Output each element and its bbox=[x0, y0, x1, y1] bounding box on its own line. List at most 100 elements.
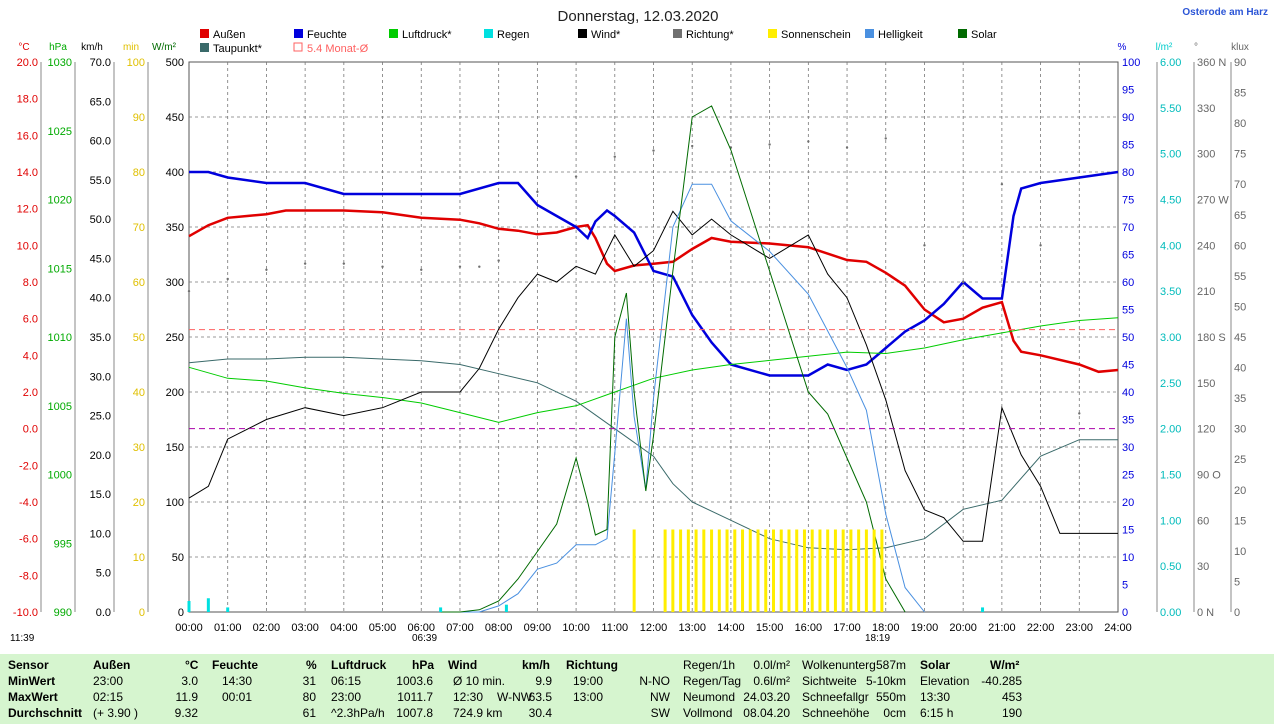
series-sonnenschein-bar bbox=[795, 529, 799, 612]
series-richtung-point bbox=[1000, 183, 1004, 186]
series-sonnenschein-bar bbox=[818, 529, 822, 612]
direction-tick-label: 30 bbox=[1197, 561, 1209, 573]
series-richtung-point bbox=[807, 140, 810, 143]
direction-tick-label: 270 W bbox=[1197, 195, 1229, 207]
sun-tick-label: 80 bbox=[133, 167, 145, 179]
pressure-tick-label: 1020 bbox=[48, 195, 72, 207]
extra-key: Regen/1h bbox=[683, 658, 736, 672]
feuchte-value: 31 bbox=[302, 674, 316, 688]
series-sonnenschein-bar bbox=[833, 529, 837, 612]
sun-tick-label: 40 bbox=[133, 387, 145, 399]
aussen-value: 9.32 bbox=[174, 706, 198, 720]
series-richtung-point bbox=[1039, 244, 1042, 247]
extra-value: 0.0l/m² bbox=[753, 658, 790, 672]
wind-tick-label: 70.0 bbox=[90, 57, 111, 69]
pressure-unit: hPa bbox=[49, 42, 67, 53]
rain-tick-label: 5.00 bbox=[1160, 149, 1181, 161]
legend-label: Außen bbox=[213, 29, 245, 41]
lux-tick-label: 35 bbox=[1234, 393, 1246, 405]
humidity-tick-label: 10 bbox=[1122, 552, 1134, 564]
feuchte-time: 00:01 bbox=[222, 690, 253, 704]
humidity-unit: % bbox=[1118, 42, 1127, 53]
direction-tick-label: 150 bbox=[1197, 378, 1215, 390]
humidity-tick-label: 45 bbox=[1122, 360, 1134, 372]
aussen-time: (+ 3.90 ) bbox=[93, 706, 139, 720]
series-richtung-point bbox=[768, 143, 771, 146]
temp-tick-label: 12.0 bbox=[17, 204, 38, 216]
series-richtung-point bbox=[961, 280, 965, 284]
humidity-tick-label: 100 bbox=[1122, 57, 1140, 69]
rain-tick-label: 3.50 bbox=[1160, 286, 1181, 298]
temp-tick-label: 2.0 bbox=[23, 387, 38, 399]
extra-key: Schneefallgr bbox=[802, 690, 869, 704]
temp-tick-label: 14.0 bbox=[17, 167, 38, 179]
series-sonnenschein-bar bbox=[756, 529, 760, 612]
legend-swatch bbox=[578, 29, 587, 38]
legend-swatch bbox=[294, 29, 303, 38]
x-tick-label: 02:00 bbox=[253, 622, 281, 634]
extra-value: 0cm bbox=[883, 706, 906, 720]
pressure-tick-label: 995 bbox=[54, 538, 72, 550]
humidity-tick-label: 75 bbox=[1122, 195, 1134, 207]
legend-label: Solar bbox=[971, 29, 997, 41]
richtung-value: N-NO bbox=[639, 674, 670, 688]
pressure-tick-label: 1000 bbox=[48, 470, 72, 482]
sun-tick-label: 10 bbox=[133, 552, 145, 564]
hdr-aussen-unit: °C bbox=[185, 658, 199, 672]
temp-tick-label: 10.0 bbox=[17, 240, 38, 252]
x-tick-label: 03:00 bbox=[291, 622, 319, 634]
solar-tick-label: 500 bbox=[166, 57, 184, 69]
axis-units: °C hPa km/h min W/m² % l/m² ° klux bbox=[18, 42, 1249, 53]
wind-direction: W-NW bbox=[497, 690, 533, 704]
humidity-tick-label: 20 bbox=[1122, 497, 1134, 509]
extra-key: Sichtweite bbox=[802, 674, 857, 688]
solar-tick-label: 150 bbox=[166, 442, 184, 454]
series-sonnenschein-bar bbox=[826, 529, 830, 612]
extra-key: 6:15 h bbox=[920, 706, 954, 720]
pressure-tick-label: 1010 bbox=[48, 332, 72, 344]
wind-tick-label: 30.0 bbox=[90, 371, 111, 383]
rain-tick-label: 0.00 bbox=[1160, 607, 1181, 619]
humidity-tick-label: 70 bbox=[1122, 222, 1134, 234]
wind-tick-label: 0.0 bbox=[96, 607, 111, 619]
legend-swatch bbox=[389, 29, 398, 38]
rain-tick-label: 4.00 bbox=[1160, 240, 1181, 252]
x-tick-label: 07:00 bbox=[446, 622, 474, 634]
humidity-tick-label: 65 bbox=[1122, 250, 1134, 262]
hdr-luftdruck: Luftdruck bbox=[331, 658, 387, 672]
richtung-time: 13:00 bbox=[573, 690, 604, 704]
series-richtung-point bbox=[187, 289, 191, 293]
series-regen-bar bbox=[206, 598, 210, 612]
direction-tick-label: 210 bbox=[1197, 286, 1215, 298]
series-richtung-point bbox=[458, 265, 462, 268]
hdr-feuchte-unit: % bbox=[306, 658, 317, 672]
luftdruck-value: 1011.7 bbox=[397, 690, 433, 704]
series-richtung-point bbox=[226, 277, 229, 281]
temp-tick-label: -10.0 bbox=[13, 607, 38, 619]
x-tick-label: 14:00 bbox=[717, 622, 745, 634]
hdr-richtung: Richtung bbox=[566, 658, 618, 672]
sun-tick-label: 60 bbox=[133, 277, 145, 289]
pressure-tick-label: 990 bbox=[54, 607, 72, 619]
series-sonnenschein-bar bbox=[841, 529, 845, 612]
series-regen-bar bbox=[504, 604, 508, 612]
series-richtung-point bbox=[497, 259, 500, 262]
series-taupunkt bbox=[188, 356, 1118, 551]
legend-label: Sonnenschein bbox=[781, 29, 851, 41]
x-tick-label: 21:00 bbox=[988, 622, 1016, 634]
lux-tick-label: 75 bbox=[1234, 149, 1246, 161]
wind-tick-label: 65.0 bbox=[90, 96, 111, 108]
sun-tick-label: 100 bbox=[127, 57, 145, 69]
x-tick-label: 13:00 bbox=[678, 622, 706, 634]
direction-tick-label: 240 bbox=[1197, 240, 1215, 252]
sun-tick-label: 50 bbox=[133, 332, 145, 344]
legend-swatch bbox=[673, 29, 682, 38]
extra-key: Elevation bbox=[920, 674, 970, 688]
lux-tick-label: 20 bbox=[1234, 485, 1246, 497]
legend-swatch bbox=[200, 43, 209, 52]
luftdruck-value: 1007.8 bbox=[396, 706, 433, 720]
series-sonnenschein-bar bbox=[632, 529, 636, 612]
series-sonnenschein-bar bbox=[679, 529, 683, 612]
legend-label: Luftdruck* bbox=[402, 29, 452, 41]
legend-swatch bbox=[200, 29, 209, 38]
